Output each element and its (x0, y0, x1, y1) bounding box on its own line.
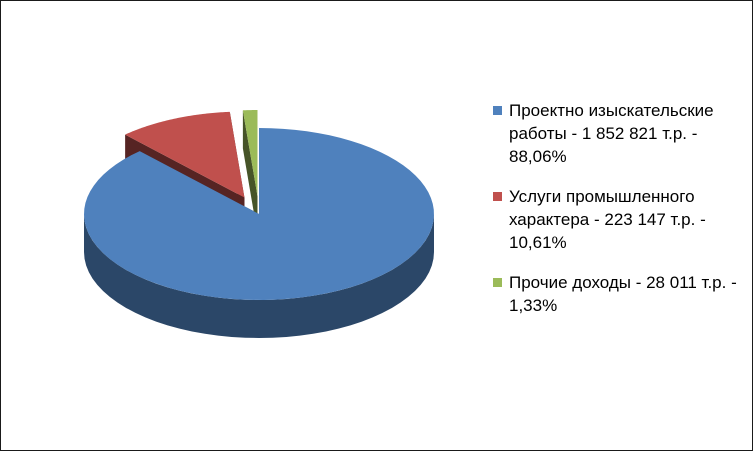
legend-label-other-income: Прочие доходы - 28 011 т.р. - 1,33% (509, 273, 737, 315)
legend-item-other-income: Прочие доходы - 28 011 т.р. - 1,33% (493, 271, 743, 317)
legend-item-design-survey: Проектно изыскательские работы - 1 852 8… (493, 99, 743, 168)
legend-swatch-other-income (493, 278, 502, 287)
pie-slice-other-income (242, 110, 258, 197)
legend-swatch-design-survey (493, 106, 502, 115)
pie-slice-side-other-income (242, 110, 258, 235)
legend: Проектно изыскательские работы - 1 852 8… (493, 99, 743, 334)
legend-item-industrial-services: Услуги промышленного характера - 223 147… (493, 185, 743, 254)
pie-slice-design-survey (84, 128, 434, 300)
pie-slice-industrial-services (125, 111, 245, 198)
legend-label-design-survey: Проектно изыскательские работы - 1 852 8… (509, 101, 714, 166)
legend-label-industrial-services: Услуги промышленного характера - 223 147… (509, 187, 706, 252)
legend-swatch-industrial-services (493, 192, 502, 201)
